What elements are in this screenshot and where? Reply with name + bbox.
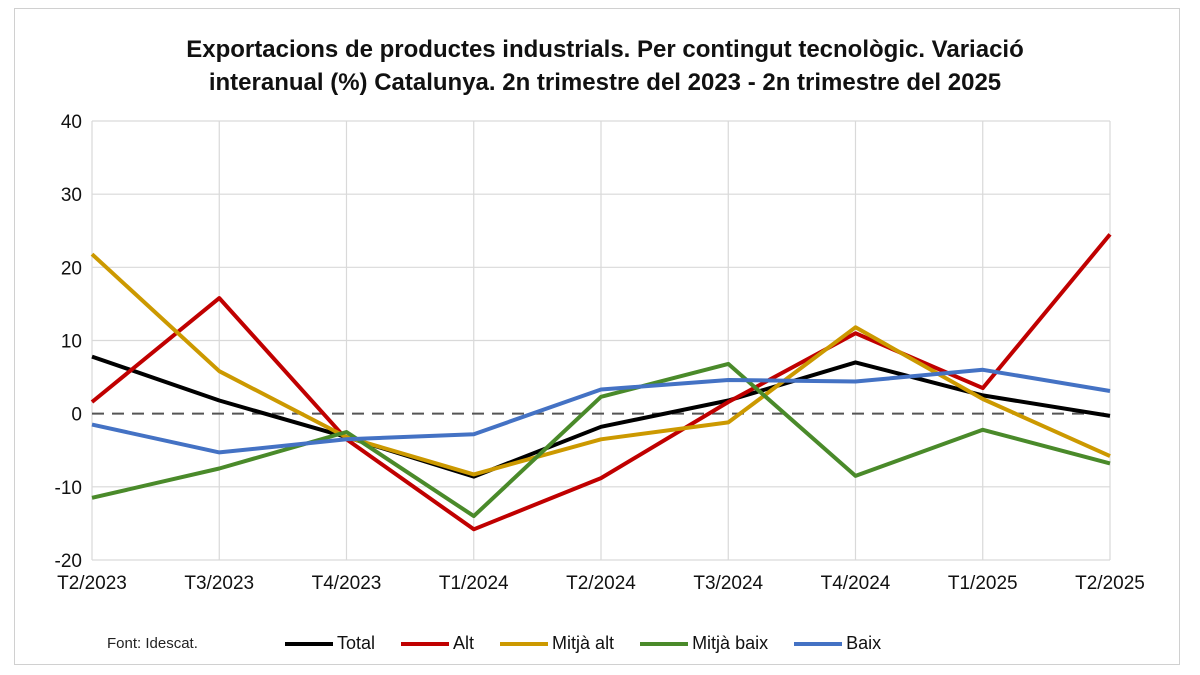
axis-labels: -20 -10 0 10 20 30 40 T2/2023 T3/2023 T4/2023 T1/2… [55,112,1145,594]
y-tick-label: -20 [55,551,82,572]
x-tick-label: T2/2023 [57,573,127,594]
legend-swatch [640,641,689,646]
legend: Total Alt Mitjà alt Mitjà baix Baix [285,633,907,654]
y-tick-label: 10 [61,332,82,353]
y-tick-label: 30 [61,185,82,206]
legend-swatch [500,641,549,646]
grid [91,120,1111,561]
x-tick-label: T2/2024 [566,573,636,594]
legend-label: Alt [453,633,475,653]
legend-label: Mitjà baix [692,633,769,653]
chart-frame: -20 -10 0 10 20 30 40 T2/2023 T3/2023 T4/2023 T1/2… [14,8,1180,665]
y-tick-label: 20 [61,258,82,279]
chart-title: Exportacions de productes industrials. P… [95,33,1115,99]
x-tick-label: T4/2023 [312,573,382,594]
legend-label: Mitjà alt [552,633,615,653]
legend-swatch [285,641,333,646]
x-tick-label: T1/2024 [439,573,509,594]
series-line-alt [90,233,1112,532]
x-tick-label: T2/2025 [1075,573,1145,594]
y-tick-label: -10 [55,478,82,499]
series-line-total [91,354,1111,479]
legend-item-alt: Alt [401,633,474,654]
x-tick-label: T3/2023 [184,573,254,594]
series-line-baix [91,367,1111,455]
x-tick-label: T4/2024 [821,573,891,594]
y-tick-label: 40 [61,112,82,133]
legend-label: Baix [846,633,882,653]
legend-swatch [794,641,843,646]
legend-item-mitja-alt: Mitjà alt [500,633,614,654]
source-note: Font: Idescat. [107,635,198,652]
legend-swatch [401,641,450,646]
legend-item-total: Total [285,633,375,654]
series-layer [90,233,1112,532]
legend-item-mitja-baix: Mitjà baix [640,633,768,654]
chart-title-line-2: interanual (%) Catalunya. 2n trimestre d… [208,69,1002,96]
y-tick-label: 0 [71,405,82,426]
series-line-mitja-baix [91,361,1111,519]
x-tick-label: T3/2024 [693,573,763,594]
legend-label: Total [337,633,376,653]
legend-item-baix: Baix [794,633,881,654]
line-chart: -20 -10 0 10 20 30 40 T2/2023 T3/2023 T4/2023 T1/2… [55,112,1145,594]
chart-title-line-1: Exportacions de productes industrials. P… [186,36,1024,63]
x-tick-label: T1/2025 [948,573,1018,594]
